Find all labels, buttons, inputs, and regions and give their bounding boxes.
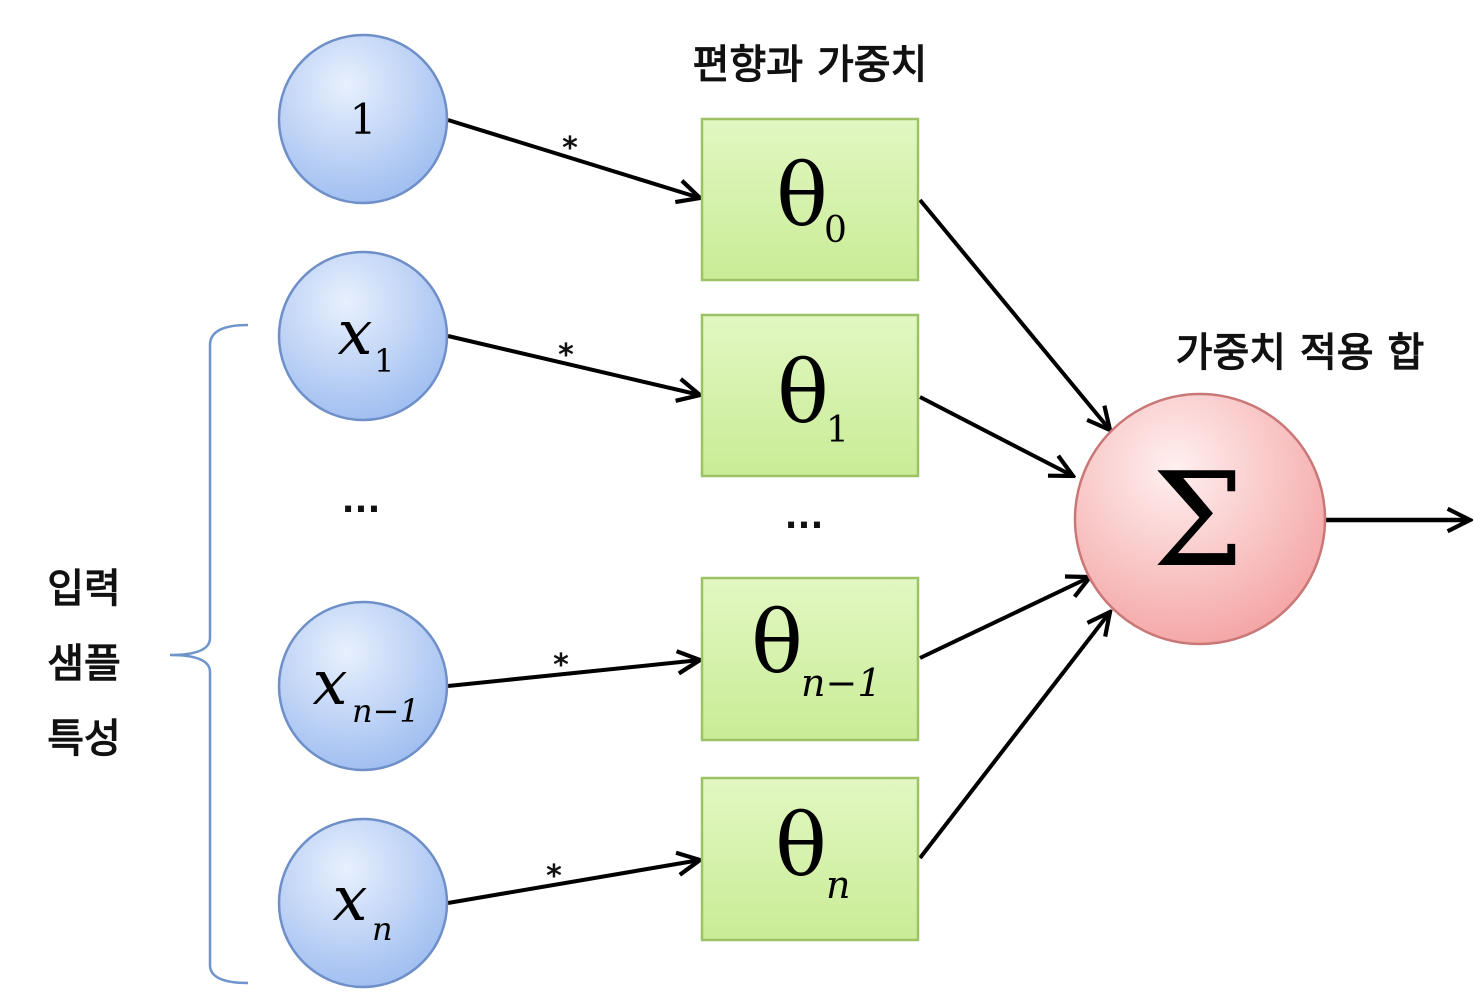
weight-box-theta0-symbol: θ (776, 146, 828, 246)
weight-box-theta0-subscript: 0 (824, 210, 847, 251)
input-node-xn-1: x n−1 (277, 600, 449, 772)
arrow-xn-to-thetan (447, 860, 700, 905)
input-brace (169, 323, 249, 985)
weight-box-theta1-subscript: 1 (826, 410, 849, 451)
input-node-xn-symbol: x (333, 862, 368, 935)
input-node-bias: 1 (277, 33, 449, 205)
input-node-x1-subscript: 1 (374, 342, 394, 380)
weight-box-theta1: θ 1 (700, 313, 920, 478)
weight-box-thetan-symbol: θ (775, 796, 827, 896)
weight-box-thetan-subscript: n (826, 863, 850, 907)
weight-arrows (918, 198, 1110, 860)
input-arrows (447, 118, 700, 905)
input-label-line-3: 특성 (47, 716, 121, 762)
input-label-line-2: 샘플 (47, 641, 121, 687)
sum-symbol: Σ (1152, 444, 1244, 596)
arrow-xn-1-to-thetan-1 (447, 660, 700, 688)
input-node-x1: x 1 (277, 250, 449, 422)
weighted-sum-title: 가중치 적용 합 (1176, 330, 1425, 376)
multiply-symbol-2: * (553, 648, 569, 683)
input-ellipsis: ... (342, 481, 381, 521)
input-node-xn-1-subscript: n−1 (352, 692, 420, 730)
arrow-x1-to-theta1 (447, 334, 700, 395)
weight-box-theta0: θ 0 (700, 117, 920, 282)
sum-node: Σ (1073, 392, 1327, 646)
arrow-thetan-to-sum (918, 612, 1110, 860)
multiply-symbol-0: * (562, 131, 578, 166)
arrow-bias-to-theta0 (447, 118, 700, 198)
weights-title: 편향과 가중치 (693, 42, 928, 88)
input-node-bias-label: 1 (350, 95, 377, 144)
weight-box-theta1-symbol: θ (777, 343, 829, 443)
input-node-xn: x n (277, 817, 449, 989)
arrow-theta0-to-sum (918, 198, 1110, 430)
multiply-symbol-1: * (558, 338, 574, 373)
arrow-thetan-1-to-sum (919, 577, 1090, 660)
input-node-xn-1-symbol: x (313, 646, 348, 719)
arrow-theta1-to-sum (919, 395, 1073, 476)
weight-box-thetan: θ n (700, 776, 920, 942)
weight-box-thetan-1-symbol: θ (751, 593, 803, 693)
input-node-xn-subscript: n (372, 910, 393, 948)
input-label-line-1: 입력 (47, 566, 121, 612)
weight-box-thetan-1-subscript: n−1 (801, 661, 882, 705)
weight-box-thetan-1: θ n−1 (700, 576, 920, 742)
input-node-x1-symbol: x (338, 296, 373, 369)
multiply-symbol-3: * (546, 859, 562, 894)
weight-ellipsis: ... (785, 497, 824, 537)
